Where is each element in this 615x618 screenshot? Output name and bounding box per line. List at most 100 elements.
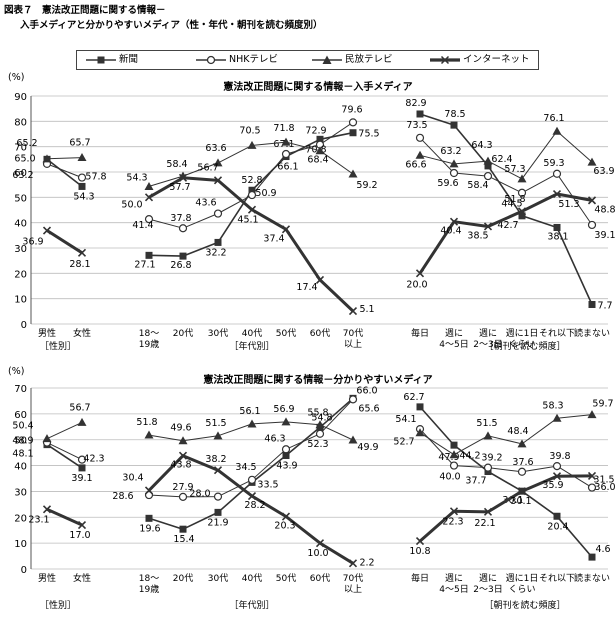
data-point-nhk <box>449 168 459 178</box>
data-label: 46.3 <box>264 433 285 444</box>
chart-title: 憲法改正問題に関する情報－分かりやすいメディア <box>202 373 432 386</box>
data-point-internet <box>144 486 154 495</box>
x-tick-label: 30代 <box>208 573 228 584</box>
data-label: 39.2 <box>481 453 502 464</box>
data-point-commercial-tv <box>281 137 291 146</box>
x-tick-label: 18～ 19歳 <box>139 574 159 595</box>
y-tick-label: 70 <box>14 384 27 395</box>
series-line-internet <box>46 507 83 527</box>
series-nhk: 48.9 42.3 28.6 27.928.0 34.5 46.3 52.3 65.6 54.1… <box>12 395 615 502</box>
y-tick-label: 20 <box>14 269 27 280</box>
y-tick-label: 0 <box>21 565 27 576</box>
group-label: ［朝刊を読む頻度］ <box>484 340 565 352</box>
data-point-commercial-tv <box>483 156 493 165</box>
data-point-nhk <box>517 188 527 197</box>
group-label: ［年代別］ <box>229 340 274 352</box>
data-point-nhk <box>348 395 358 404</box>
data-label: 72.9 <box>305 125 326 136</box>
data-point-commercial-tv <box>213 431 223 440</box>
y-tick-label: 40 <box>14 462 27 473</box>
legend-label-commercial-tv: 民放テレビ <box>345 54 393 65</box>
series-line-newspaper <box>419 406 593 558</box>
legend-label-internet: インターネット <box>463 54 530 65</box>
data-label: 28.2 <box>244 500 265 511</box>
series-line-internet <box>418 192 593 275</box>
data-label: 51.3 <box>558 199 579 210</box>
data-point-commercial-tv <box>178 436 188 445</box>
x-tick-label: それ以下 <box>539 328 575 339</box>
data-label: 63.2 <box>12 170 33 181</box>
x-tick-label: 20代 <box>173 328 193 339</box>
x-tick-label: 70代以上 <box>343 328 363 350</box>
data-point-internet <box>449 217 459 226</box>
series-newspaper: 65.0 54.3 27.1 26.8 32.2 52.8 66.1 72.9 75.5 82.9… <box>14 98 612 312</box>
data-label: 43.6 <box>195 198 216 209</box>
x-tick-label: 週に 2～3日 <box>473 328 502 350</box>
data-point-commercial-tv <box>348 435 358 444</box>
data-point-newspaper <box>553 512 561 520</box>
data-label: 30.1 <box>502 495 523 506</box>
data-label: 49.9 <box>357 442 378 453</box>
data-label: 40.0 <box>439 472 460 483</box>
data-point-commercial-tv <box>348 169 358 178</box>
x-tick-label: 20代 <box>173 573 193 584</box>
data-label: 38.5 <box>467 230 488 241</box>
data-label: 70.5 <box>239 125 260 136</box>
data-point-nhk <box>144 490 154 500</box>
data-label: 20.0 <box>406 279 427 290</box>
data-label: 37.6 <box>512 457 533 468</box>
data-label: 73.5 <box>406 120 427 131</box>
data-point-internet <box>552 189 562 199</box>
data-label: 19.6 <box>139 523 160 534</box>
data-label: 31.5 <box>593 475 614 486</box>
data-label: 28.1 <box>69 259 90 270</box>
data-point-internet <box>517 487 527 496</box>
data-label: 79.6 <box>341 104 362 115</box>
data-label: 50.0 <box>121 199 142 210</box>
data-label: 59.6 <box>437 178 458 189</box>
data-point-commercial-tv <box>144 181 154 190</box>
data-point-internet <box>415 269 425 278</box>
group-label: ［性別］ <box>40 340 76 352</box>
data-point-commercial-tv <box>483 431 493 440</box>
data-point-newspaper <box>484 162 492 170</box>
data-point-newspaper <box>450 441 458 449</box>
data-point-nhk <box>178 492 188 501</box>
x-tick-label: 30代 <box>208 328 228 339</box>
y-tick-label: 50 <box>14 193 27 204</box>
data-label: 47.9 <box>438 452 459 463</box>
y-tick-label: 70 <box>14 143 27 154</box>
data-label: 65.7 <box>69 138 90 149</box>
data-label: 48.8 <box>594 204 615 215</box>
data-point-internet <box>42 226 52 235</box>
data-label: 56.9 <box>273 404 294 415</box>
data-point-commercial-tv <box>42 154 52 163</box>
data-label: 64.3 <box>471 140 492 151</box>
data-point-nhk <box>213 492 223 501</box>
data-point-commercial-tv <box>517 439 527 448</box>
y-tick-label: 0 <box>21 320 27 331</box>
group-label: ［朝刊を読む頻度］ <box>484 599 565 611</box>
data-label: 66.1 <box>277 162 298 173</box>
group-label: ［性別］ <box>40 599 76 611</box>
data-label: 52.8 <box>241 175 262 186</box>
series-internet: 36.9 28.1 50.0 57.7 56.7 45.1 37.4 17.4 5.1 20.0 4… <box>22 162 615 316</box>
data-point-nhk <box>315 429 325 438</box>
data-point-nhk <box>178 224 188 233</box>
data-label: 22.1 <box>474 518 495 529</box>
data-label: 52.7 <box>393 437 414 448</box>
y-tick-label: 30 <box>14 487 27 498</box>
figure-subtitle: 入手メディアと分かりやすいメディア（性・年代・朝刊を読む頻度別） <box>20 20 323 31</box>
data-label: 42.7 <box>497 220 518 231</box>
data-label: 27.1 <box>134 259 155 270</box>
data-point-nhk <box>552 461 562 471</box>
data-point-newspaper <box>78 464 86 472</box>
data-label: 51.5 <box>205 418 226 429</box>
data-label: 27.9 <box>172 482 193 493</box>
data-point-internet <box>213 466 223 475</box>
data-label: 10.0 <box>307 548 328 559</box>
data-point-internet <box>178 173 188 182</box>
data-label: 57.8 <box>85 172 106 183</box>
data-label: 4.6 <box>595 544 610 555</box>
data-label: 82.9 <box>405 98 426 109</box>
